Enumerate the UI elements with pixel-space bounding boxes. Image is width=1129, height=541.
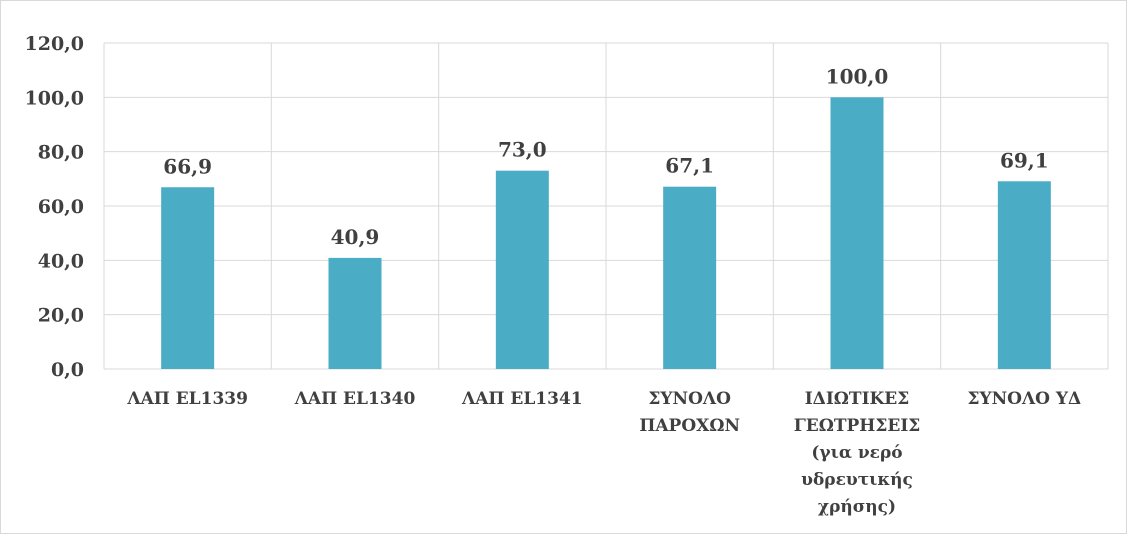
y-tick-label: 100,0 — [25, 87, 85, 109]
y-tick-label: 80,0 — [38, 142, 84, 164]
y-tick-label: 20,0 — [38, 305, 84, 327]
x-tick-label: ΛΑΠ EL1339 — [126, 389, 248, 409]
data-label: 66,9 — [163, 154, 212, 178]
data-labels: 66,9 40,9 73,0 67,1 100,0 69,1 — [163, 64, 1048, 249]
gridlines — [103, 42, 1109, 370]
x-tick-label: ΙΔΙΩΤΙΚΕΣ ΓΕΩΤΡΗΣΕΙΣ (για νερό υδρευτικής χρ… — [794, 389, 921, 517]
y-tick-label: 120,0 — [25, 33, 85, 55]
x-tick-label: ΣΥΝΟΛΟ ΠΑΡΟΧΩΝ — [639, 389, 740, 436]
bars — [161, 97, 1051, 369]
bar — [830, 97, 884, 369]
bar — [328, 257, 382, 369]
data-label: 67,1 — [665, 154, 714, 178]
data-label: 40,9 — [331, 225, 380, 249]
bar — [161, 187, 215, 369]
x-tick-label: ΣΥΝΟΛΟ ΥΔ — [967, 389, 1081, 409]
y-tick-label: 60,0 — [38, 196, 84, 218]
x-tick-label: ΛΑΠ EL1340 — [294, 389, 416, 409]
x-axis-labels: ΛΑΠ EL1339 ΛΑΠ EL1340 ΛΑΠ EL1341 ΣΥΝΟΛΟ ΠΑΡΟ… — [126, 389, 1081, 517]
data-label: 73,0 — [498, 138, 547, 162]
y-tick-label: 0,0 — [51, 359, 84, 381]
bar — [663, 186, 717, 369]
data-label: 100,0 — [826, 64, 889, 88]
bar — [997, 181, 1051, 369]
y-tick-label: 40,0 — [38, 250, 84, 272]
y-axis-ticks: 0,0 20,0 40,0 60,0 80,0 100,0 120,0 — [25, 33, 85, 381]
bar — [495, 170, 549, 369]
x-tick-label: ΛΑΠ EL1341 — [461, 389, 583, 409]
data-label: 69,1 — [1000, 148, 1049, 172]
